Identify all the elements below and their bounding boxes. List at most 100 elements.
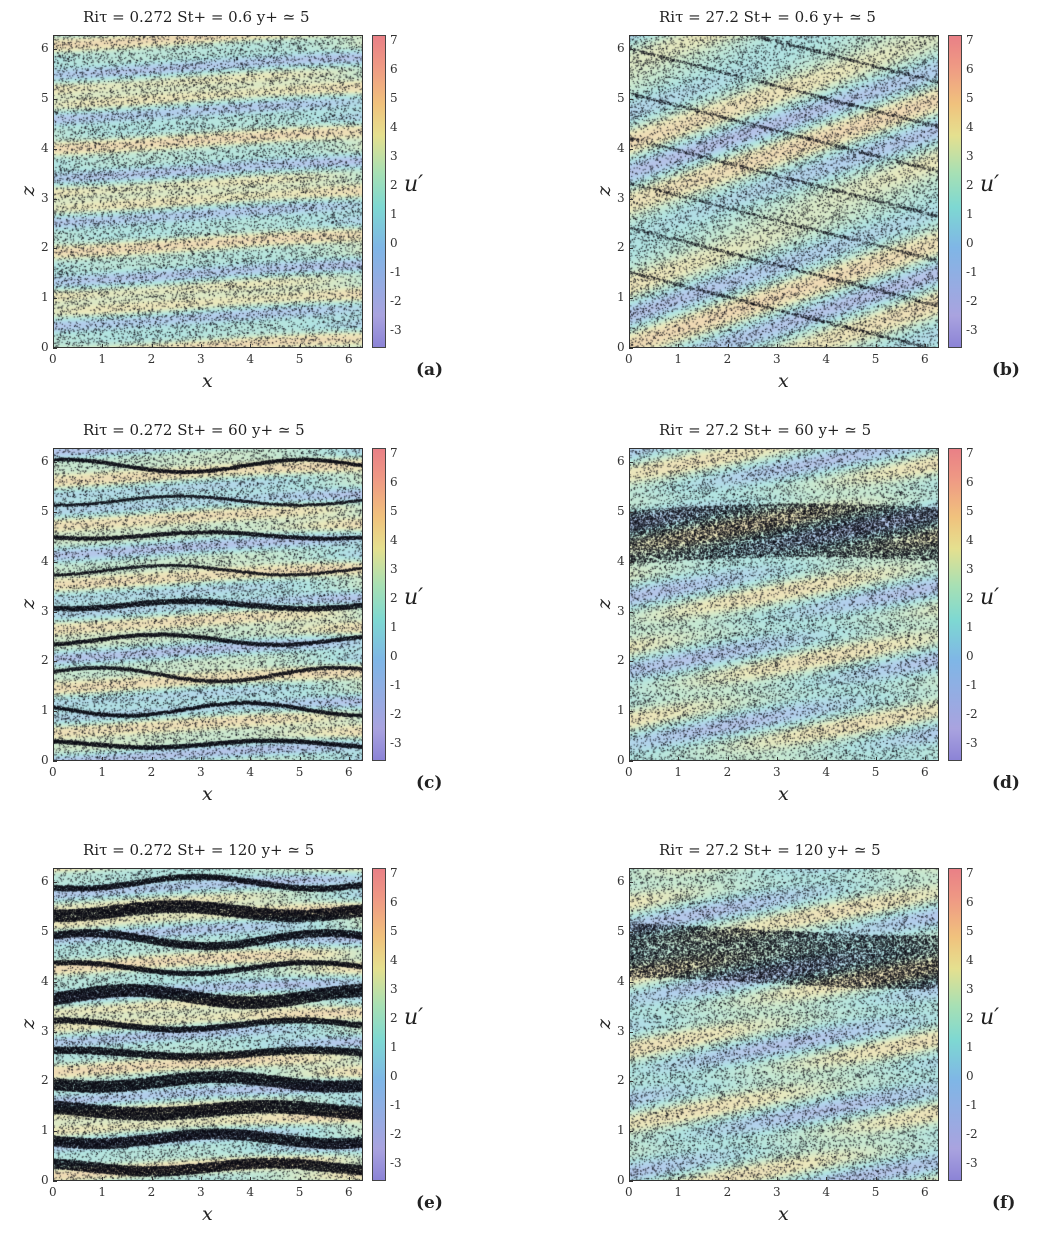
x-tick-label: 3 <box>197 1185 205 1199</box>
colorbar-tick-label: 2 <box>390 1010 398 1025</box>
particle-field <box>53 448 363 761</box>
x-tick-label: 0 <box>49 765 57 779</box>
y-tick-mark <box>629 711 633 713</box>
x-tick-mark <box>151 1177 153 1181</box>
x-tick-mark <box>777 344 779 348</box>
colorbar-tick-label: 5 <box>390 503 398 518</box>
colorbar-tick-label: 4 <box>390 119 398 134</box>
y-tick-label: 5 <box>617 90 625 105</box>
x-tick-label: 5 <box>295 1185 304 1199</box>
x-tick-mark <box>151 757 153 761</box>
panel-label: (e) <box>416 1193 443 1213</box>
x-tick-mark <box>53 344 54 348</box>
y-tick-label: 5 <box>41 503 49 518</box>
colorbar-tick-label: 5 <box>966 923 974 938</box>
y-tick-label: 1 <box>617 1123 625 1138</box>
colorbar-tick-label: 3 <box>390 148 398 163</box>
x-tick-mark <box>678 1177 680 1181</box>
y-tick-mark <box>53 248 57 250</box>
y-tick-label: 1 <box>617 703 625 718</box>
x-tick-mark <box>875 344 877 348</box>
x-tick-label: 1 <box>98 1185 106 1199</box>
colorbar-tick-label: -3 <box>966 322 978 337</box>
y-tick-mark <box>629 348 633 349</box>
colorbar-tick-label: 2 <box>966 177 974 192</box>
colorbar-tick-label: 7 <box>966 445 974 460</box>
colorbar-tick-label: 3 <box>966 561 974 576</box>
x-tick-mark <box>201 344 203 348</box>
y-tick-label: 6 <box>41 874 49 889</box>
colorbar <box>948 448 962 761</box>
y-tick-mark <box>53 561 57 563</box>
x-tick-mark <box>826 757 828 761</box>
panel-title: Riτ = 27.2 St+ = 120 y+ ≃ 5 <box>659 841 881 859</box>
x-tick-label: 0 <box>49 352 57 366</box>
colorbar-tick-label: -1 <box>966 264 978 279</box>
x-tick-mark <box>826 1177 828 1181</box>
velocity-field <box>629 35 939 348</box>
x-tick-mark <box>102 1177 104 1181</box>
x-tick-label: 5 <box>295 765 304 779</box>
colorbar-tick-label: 1 <box>390 619 398 634</box>
x-tick-mark <box>826 344 828 348</box>
panel-title: Riτ = 0.272 St+ = 120 y+ ≃ 5 <box>83 841 315 859</box>
x-tick-mark <box>727 1177 729 1181</box>
y-axis-label: z <box>593 598 616 609</box>
y-tick-label: 4 <box>617 553 625 568</box>
colorbar-tick-label: -2 <box>390 706 402 721</box>
colorbar-tick-label: 7 <box>390 865 398 880</box>
plot-frame <box>629 448 939 761</box>
colorbar-tick-label: 7 <box>966 32 974 47</box>
colorbar <box>948 35 962 348</box>
x-tick-mark <box>151 344 153 348</box>
y-tick-mark <box>629 462 633 464</box>
x-tick-label: 1 <box>674 765 682 779</box>
colorbar-tick-label: 4 <box>390 532 398 547</box>
x-tick-mark <box>349 757 351 761</box>
colorbar-tick-label: 4 <box>966 532 974 547</box>
x-tick-label: 3 <box>197 352 205 366</box>
colorbar-tick-label: 0 <box>390 235 398 250</box>
colorbar-tick-label: -2 <box>390 293 402 308</box>
panel-a: Riτ = 0.272 St+ = 0.6 y+ ≃ 5 0 1 2 3 4 5 6 0 1 2 3 4… <box>0 0 467 410</box>
colorbar-tick-label: -2 <box>390 1126 402 1141</box>
y-tick-mark <box>629 248 633 250</box>
y-tick-label: 6 <box>41 41 49 56</box>
y-tick-label: 6 <box>617 41 625 56</box>
colorbar-tick-label: 1 <box>966 619 974 634</box>
x-tick-label: 2 <box>147 765 156 779</box>
x-tick-label: 2 <box>147 352 156 366</box>
colorbar <box>372 868 386 1181</box>
y-tick-label: 4 <box>41 140 49 155</box>
y-tick-label: 6 <box>617 874 625 889</box>
x-tick-mark <box>102 344 104 348</box>
y-tick-mark <box>53 511 57 513</box>
plot-frame <box>629 868 939 1181</box>
colorbar-tick-label: 0 <box>966 648 974 663</box>
particle-field <box>629 868 939 1181</box>
colorbar-tick-label: 6 <box>966 894 974 909</box>
colorbar-tick-label: -1 <box>966 1097 978 1112</box>
panel-title: Riτ = 0.272 St+ = 60 y+ ≃ 5 <box>83 421 305 439</box>
y-tick-mark <box>53 931 57 933</box>
velocity-field <box>629 868 939 1181</box>
y-tick-label: 2 <box>617 240 625 255</box>
x-tick-label: 0 <box>625 765 633 779</box>
x-tick-label: 6 <box>345 1185 353 1199</box>
x-axis-label: x <box>202 1203 213 1225</box>
y-tick-label: 4 <box>41 553 49 568</box>
y-tick-mark <box>53 198 57 200</box>
x-tick-mark <box>875 757 877 761</box>
x-tick-mark <box>777 1177 779 1181</box>
y-tick-label: 2 <box>41 240 49 255</box>
panel-e: Riτ = 0.272 St+ = 120 y+ ≃ 5 0 1 2 3 4 5 6 0 1 2 3 4… <box>0 833 467 1243</box>
y-tick-label: 5 <box>41 923 49 938</box>
velocity-field <box>53 868 363 1181</box>
x-tick-label: 2 <box>723 765 732 779</box>
colorbar-tick-label: -2 <box>966 293 978 308</box>
colorbar-tick-label: -3 <box>390 1155 402 1170</box>
colorbar-tick-label: 1 <box>390 206 398 221</box>
x-tick-label: 4 <box>246 765 254 779</box>
x-tick-label: 6 <box>921 1185 929 1199</box>
x-tick-label: 2 <box>147 1185 156 1199</box>
